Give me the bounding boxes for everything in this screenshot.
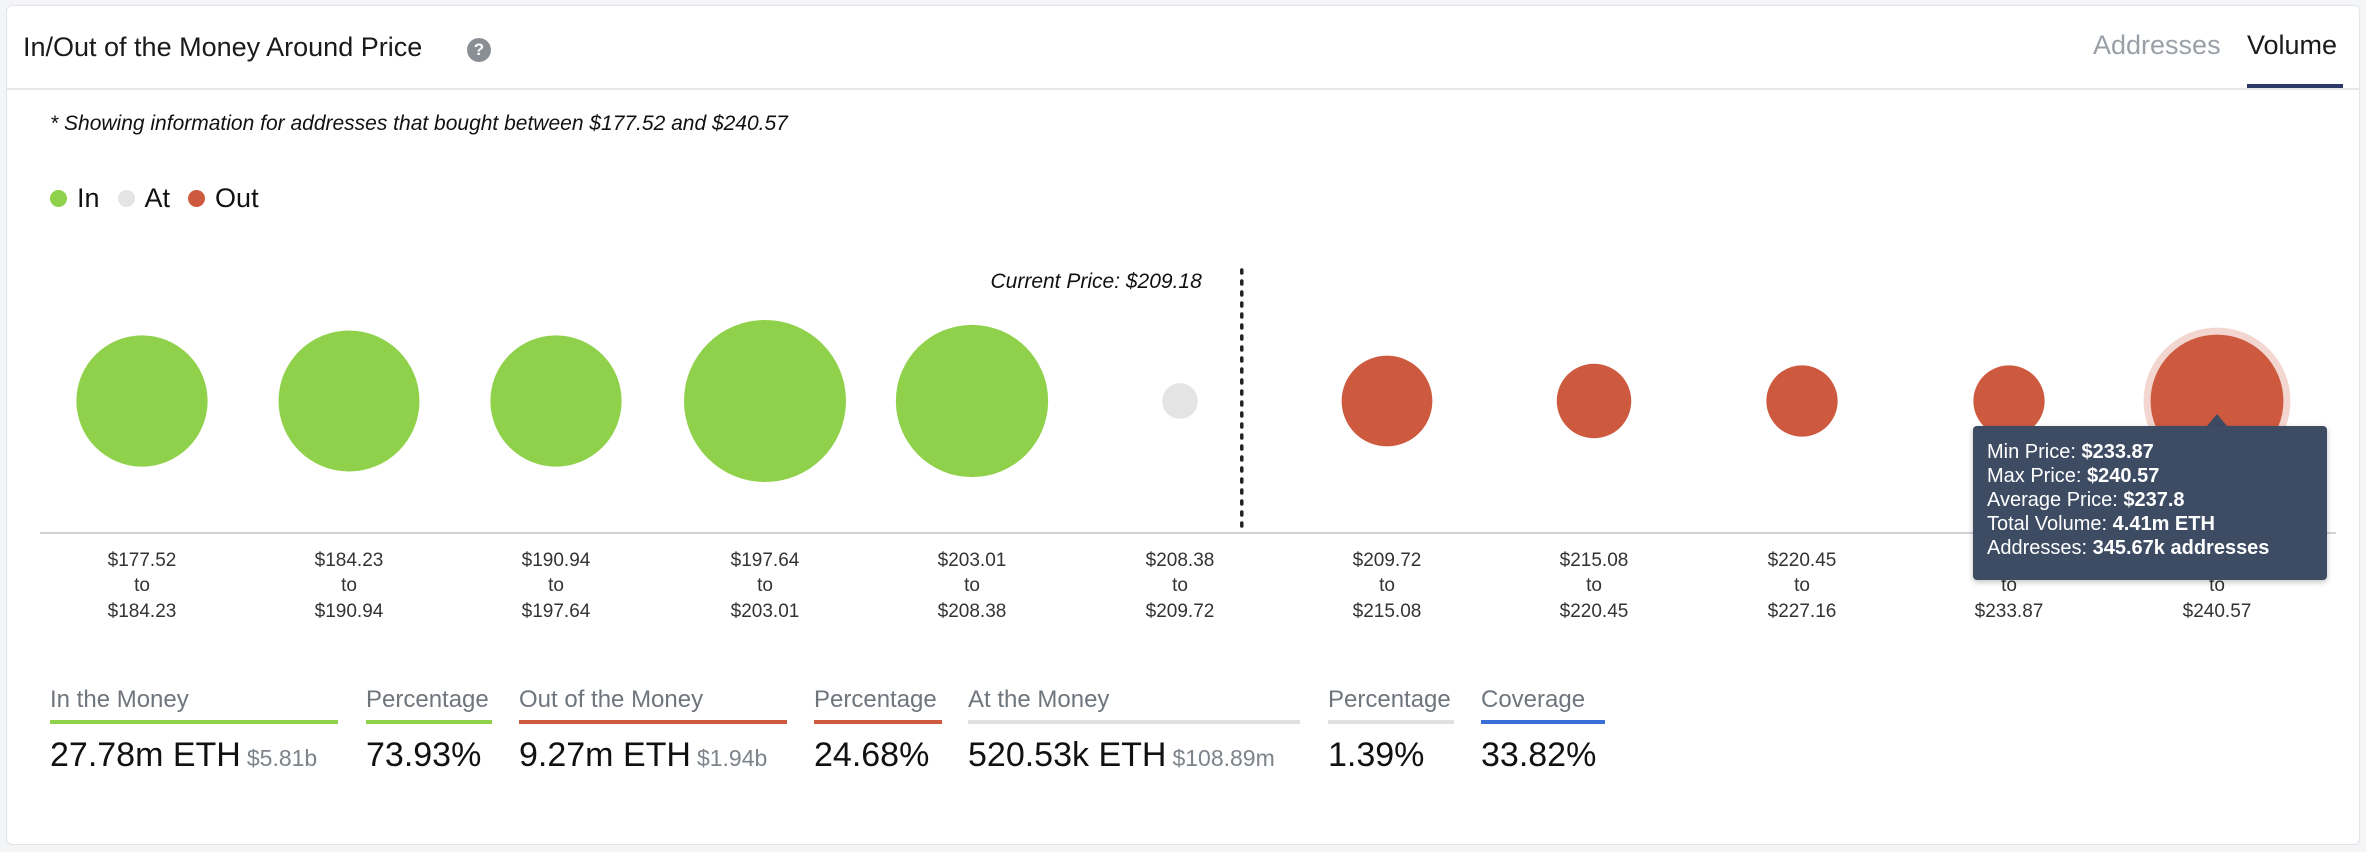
- tooltip-avg-label: Average Price:: [1987, 489, 2118, 511]
- stat-in-percentage: Percentage 73.93%: [366, 686, 492, 775]
- bubble-out: [1973, 365, 2045, 437]
- bubble-in: [895, 324, 1049, 478]
- stat-label: In the Money: [50, 686, 189, 713]
- bubble-out: [1341, 355, 1433, 447]
- stat-bar: [814, 720, 942, 724]
- bubble-in: [490, 335, 622, 467]
- tooltip-max-label: Max Price:: [1987, 465, 2082, 487]
- tick-label-to: $240.57: [2183, 601, 2252, 622]
- card-header: In/Out of the Money Around Price ? Addre…: [7, 6, 2359, 90]
- tick-label-to: $220.45: [1560, 601, 1629, 622]
- stat-coverage: Coverage 33.82%: [1481, 686, 1605, 775]
- bucket-tooltip: Min Price: $233.87 Max Price: $240.57 Av…: [1973, 426, 2327, 580]
- tick-label-to-word: to: [964, 575, 980, 596]
- stat-bar: [1328, 720, 1454, 724]
- stat-value: 27.78m ETH $5.81b: [50, 736, 318, 774]
- stat-bar: [50, 720, 338, 724]
- tick-label-to-word: to: [1172, 575, 1188, 596]
- tooltip-avg-value: $237.8: [2123, 489, 2185, 511]
- page-title: In/Out of the Money Around Price: [23, 32, 423, 62]
- tooltip-min-label: Min Price:: [1987, 441, 2076, 463]
- tick-label-to: $184.23: [108, 601, 177, 622]
- bubble-at: [1162, 383, 1198, 419]
- tab-volume[interactable]: Volume: [2247, 30, 2338, 60]
- stat-value: 73.93%: [366, 736, 482, 774]
- tooltip-min-value: $233.87: [2081, 441, 2154, 463]
- tooltip-pointer: [2207, 414, 2227, 426]
- stat-label: Percentage: [366, 686, 489, 713]
- legend-item-in[interactable]: In: [50, 183, 100, 214]
- active-tab-indicator: [2247, 84, 2343, 88]
- tick-label-from: $208.38: [1146, 550, 1215, 571]
- current-price-label: Current Price: $209.18: [990, 270, 1202, 293]
- stat-label: Coverage: [1481, 686, 1586, 713]
- tick-label-to-word: to: [757, 575, 773, 596]
- legend-out-label: Out: [215, 183, 259, 213]
- stat-at-percentage: Percentage 1.39%: [1328, 686, 1454, 775]
- legend-item-at[interactable]: At: [117, 183, 171, 214]
- help-icon[interactable]: ?: [467, 38, 491, 62]
- legend-in-dot-icon: [50, 190, 67, 207]
- stat-bar: [366, 720, 492, 724]
- stat-value: 9.27m ETH $1.94b: [519, 736, 768, 774]
- stat-value: 24.68%: [814, 736, 930, 774]
- tick-label-from: $177.52: [108, 550, 177, 571]
- stat-label: At the Money: [968, 686, 1110, 713]
- bubble-out: [1556, 363, 1632, 439]
- bubble-in: [76, 335, 208, 467]
- tick-label-to: $209.72: [1146, 601, 1215, 622]
- legend-in-label: In: [77, 183, 100, 213]
- tick-label-to-word: to: [2209, 575, 2225, 596]
- stat-value: 520.53k ETH $108.89m: [968, 736, 1275, 774]
- stat-value: 1.39%: [1328, 736, 1425, 774]
- legend-out-dot-icon: [188, 190, 206, 207]
- stat-out-of-the-money: Out of the Money 9.27m ETH $1.94b: [519, 686, 787, 775]
- stat-value: 33.82%: [1481, 736, 1597, 774]
- tick-label-from: $209.72: [1353, 550, 1422, 571]
- tooltip-addresses-value: 345.67k addresses: [2092, 537, 2270, 559]
- stat-bar: [968, 720, 1300, 724]
- tick-label-to: $233.87: [1975, 601, 2044, 622]
- legend-at-dot-icon: [117, 190, 135, 207]
- tooltip-max-value: $240.57: [2087, 465, 2160, 487]
- tab-addresses[interactable]: Addresses: [2093, 30, 2221, 60]
- tick-label-to: $215.08: [1353, 601, 1422, 622]
- stat-label: Percentage: [1328, 686, 1451, 713]
- tick-label-to-word: to: [341, 575, 357, 596]
- tick-label-to: $190.94: [315, 601, 384, 622]
- chart-legend: In At Out: [50, 183, 277, 214]
- tick-label-from: $215.08: [1560, 550, 1629, 571]
- tooltip-volume-label: Total Volume:: [1987, 513, 2108, 535]
- legend-item-out[interactable]: Out: [188, 183, 259, 214]
- tick-label-from: $203.01: [938, 550, 1007, 571]
- stat-at-the-money: At the Money 520.53k ETH $108.89m: [968, 686, 1300, 775]
- range-note: * Showing information for addresses that…: [50, 112, 788, 135]
- tick-label-to-word: to: [134, 575, 150, 596]
- bubble-in: [278, 330, 420, 472]
- bubble-out: [1766, 365, 1838, 437]
- tick-label-to-word: to: [2001, 575, 2017, 596]
- tick-label-from: $220.45: [1768, 550, 1837, 571]
- tick-label-to: $203.01: [731, 601, 800, 622]
- tick-label-to: $227.16: [1768, 601, 1837, 622]
- stat-out-percentage: Percentage 24.68%: [814, 686, 942, 775]
- tick-label-to-word: to: [1794, 575, 1810, 596]
- stat-bar: [519, 720, 787, 724]
- tick-label-from: $190.94: [522, 550, 591, 571]
- tick-label-to: $208.38: [938, 601, 1007, 622]
- stat-label: Out of the Money: [519, 686, 704, 713]
- tick-label-to-word: to: [1379, 575, 1395, 596]
- tick-label-to-word: to: [548, 575, 564, 596]
- tooltip-volume-value: 4.41m ETH: [2112, 513, 2215, 535]
- tooltip-addresses-label: Addresses:: [1987, 537, 2088, 559]
- stat-label: Percentage: [814, 686, 937, 713]
- tick-label-from: $184.23: [315, 550, 384, 571]
- tick-label-from: $197.64: [731, 550, 800, 571]
- legend-at-label: At: [144, 183, 171, 213]
- stat-in-the-money: In the Money 27.78m ETH $5.81b: [50, 686, 338, 775]
- bubble-in: [684, 320, 846, 482]
- stat-bar: [1481, 720, 1605, 724]
- tick-label-to: $197.64: [522, 601, 591, 622]
- tick-label-to-word: to: [1586, 575, 1602, 596]
